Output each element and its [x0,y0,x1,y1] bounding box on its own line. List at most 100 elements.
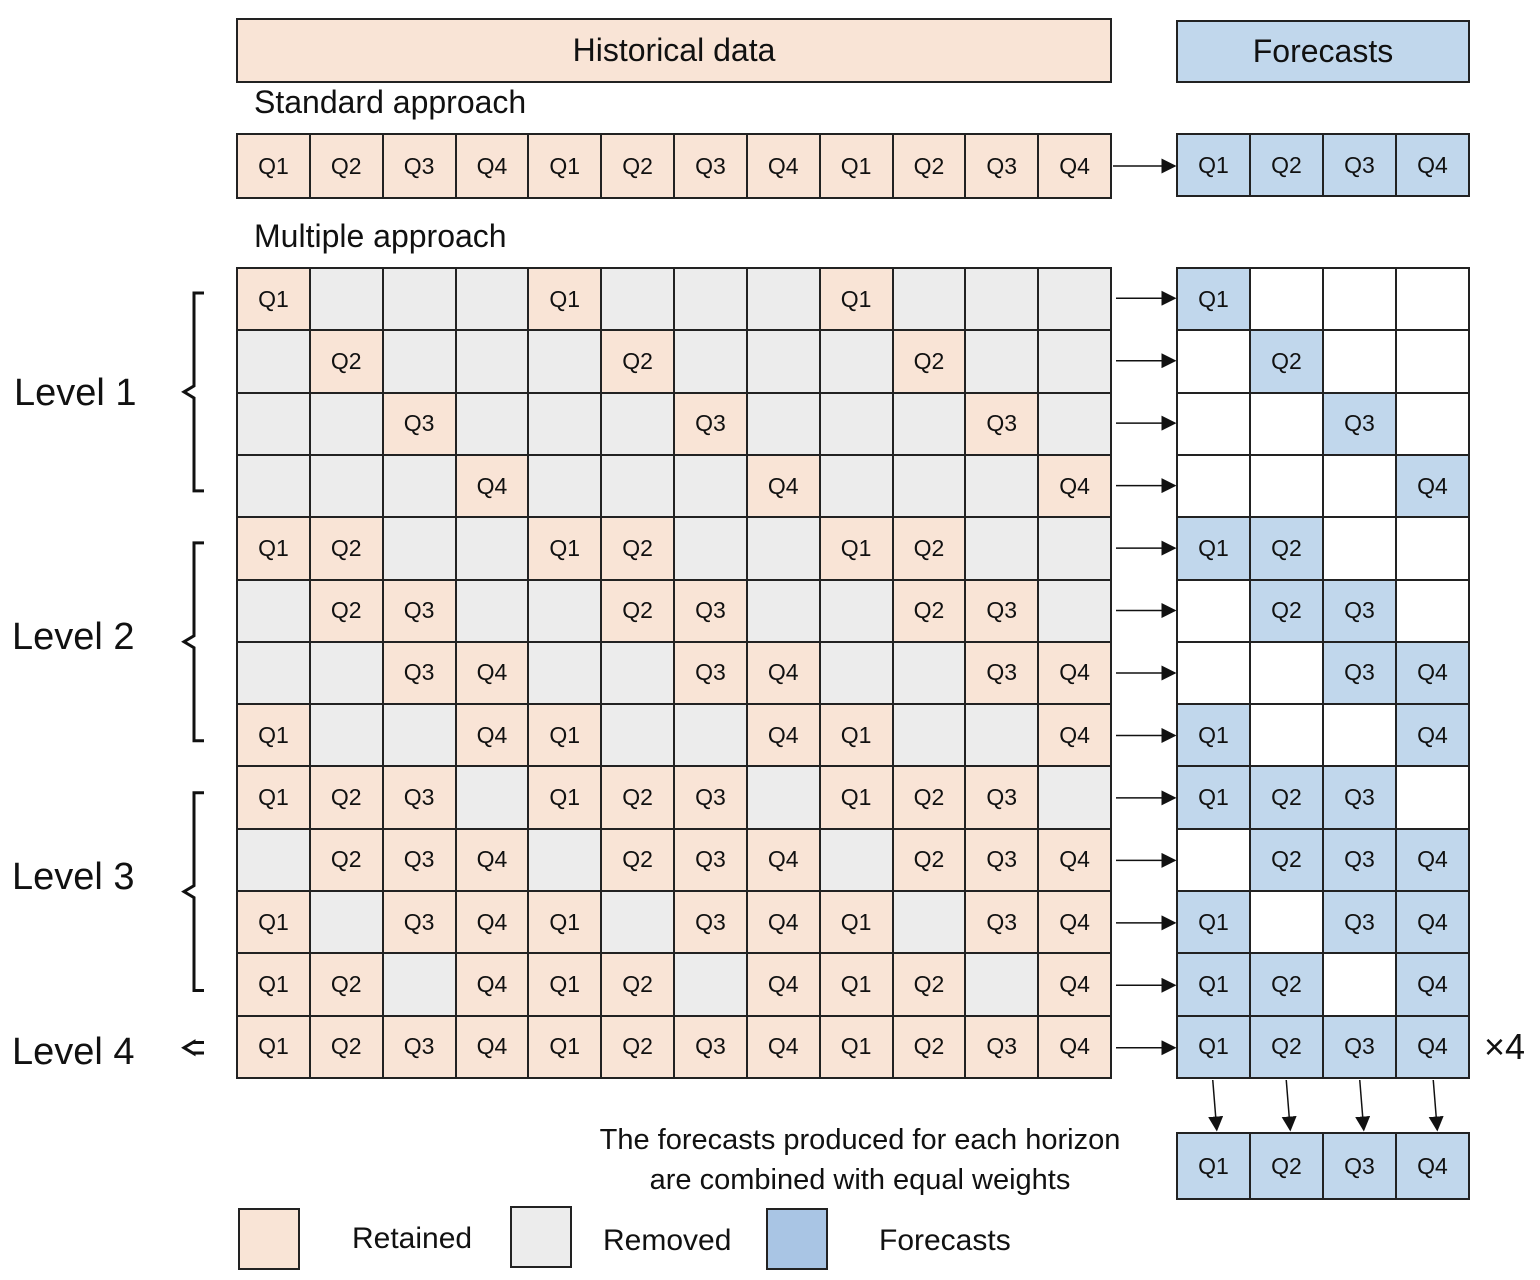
retained-cell: Q1 [237,704,310,767]
retained-cell: Q4 [746,454,820,518]
retained-cell: Q1 [819,953,893,1016]
history-cell: Q3 [382,134,456,198]
removed-cell [746,517,820,580]
legend-forecasts-label: Forecasts [879,1224,1011,1257]
retained-cell: Q2 [601,1015,674,1078]
retained-cell: Q4 [455,1015,529,1078]
removed-cell [382,454,456,518]
removed-cell [309,704,383,767]
retained-cell: Q4 [455,454,529,518]
forecast-cell: Q2 [1250,766,1323,829]
retained-cell: Q1 [819,1015,893,1078]
retained-cell: Q3 [382,579,456,642]
removed-cell [382,704,456,767]
combine-arrow [1208,1079,1224,1132]
removed-cell [309,454,383,518]
standard-forecast-grid: Q1 Q2 Q3 Q4 [1176,133,1470,197]
retained-cell: Q3 [382,1015,456,1078]
forecast-cell: Q4 [1396,454,1469,518]
retained-cell: Q3 [382,641,456,705]
retained-cell: Q3 [965,1015,1039,1078]
removed-cell [309,268,383,331]
empty-forecast-cell [1323,704,1396,767]
legend-removed-swatch [510,1206,572,1268]
retained-cell: Q4 [455,641,529,705]
removed-cell [528,454,602,518]
forecast-cell: Q3 [1323,579,1396,642]
retained-cell: Q2 [309,330,383,393]
retained-cell: Q3 [674,1015,747,1078]
legend-retained-swatch [238,1208,300,1270]
empty-forecast-cell [1323,517,1396,580]
removed-cell [528,641,602,705]
combination-note: The forecasts produced for each horizon … [560,1120,1160,1200]
combined-forecast-grid: Q1 Q2 Q3 Q4 [1176,1132,1470,1200]
retained-cell: Q2 [309,1015,383,1078]
empty-forecast-cell [1323,268,1396,331]
retained-cell: Q3 [382,392,456,455]
removed-cell [382,330,456,393]
retained-cell: Q4 [1038,828,1111,892]
forecast-cell: Q4 [1396,828,1469,892]
retained-cell: Q2 [892,330,966,393]
retained-cell: Q4 [746,891,820,954]
legend-forecasts-swatch [766,1208,828,1270]
retained-cell: Q4 [746,953,820,1016]
forecast-cell: Q2 [1250,953,1323,1016]
empty-forecast-cell [1396,268,1469,331]
removed-cell [528,330,602,393]
removed-cell [892,704,966,767]
retained-cell: Q1 [237,268,310,331]
removed-cell [237,641,310,705]
retained-cell: Q2 [601,330,674,393]
forecast-cell: Q4 [1396,641,1469,705]
level-2-label: Level 2 [12,616,135,658]
removed-cell [965,268,1039,331]
forecast-cell: Q2 [1250,134,1323,196]
history-cell: Q3 [674,134,747,198]
forecast-cell: Q2 [1250,1015,1323,1078]
multiplier-label: ×4 [1484,1026,1526,1067]
retained-cell: Q3 [965,766,1039,829]
retained-cell: Q1 [528,766,602,829]
retained-cell: Q2 [601,953,674,1016]
removed-cell [601,454,674,518]
history-cell: Q4 [746,134,820,198]
combine-arrow [1355,1079,1371,1132]
empty-forecast-cell [1177,392,1250,455]
forecasts-title: Forecasts [1252,33,1394,69]
removed-cell [309,891,383,954]
retained-cell: Q3 [965,392,1039,455]
removed-cell [455,579,529,642]
retained-cell: Q2 [892,828,966,892]
historical-data-header: Historical data [236,18,1112,83]
retained-cell: Q2 [892,953,966,1016]
level-4-label: Level 4 [12,1031,135,1073]
removed-cell [746,268,820,331]
combined-forecast-cell: Q1 [1177,1133,1250,1199]
retained-cell: Q3 [674,828,747,892]
standard-approach-label: Standard approach [254,84,527,120]
empty-forecast-cell [1323,454,1396,518]
removed-cell [892,891,966,954]
history-cell: Q4 [1038,134,1111,198]
forecast-cell: Q1 [1177,517,1250,580]
retained-cell: Q4 [746,828,820,892]
removed-cell [892,641,966,705]
forecast-cell: Q1 [1177,704,1250,767]
empty-forecast-cell [1396,517,1469,580]
empty-forecast-cell [1250,454,1323,518]
removed-cell [1038,517,1111,580]
removed-cell [819,641,893,705]
forecast-cell: Q3 [1323,134,1396,196]
retained-cell: Q2 [892,579,966,642]
retained-cell: Q1 [528,268,602,331]
retained-cell: Q1 [528,517,602,580]
retained-cell: Q2 [309,828,383,892]
removed-cell [819,579,893,642]
retained-cell: Q4 [455,704,529,767]
forecast-cell: Q4 [1396,134,1469,196]
removed-cell [965,704,1039,767]
retained-cell: Q4 [1038,641,1111,705]
multiple-forecast-grid: Q1 Q2 Q3 Q4 Q1 Q2 Q2 Q3 Q3 Q4 Q1 Q4 Q1 Q2 Q3 Q2 Q3 Q4 Q1 Q3… [1176,267,1470,1079]
